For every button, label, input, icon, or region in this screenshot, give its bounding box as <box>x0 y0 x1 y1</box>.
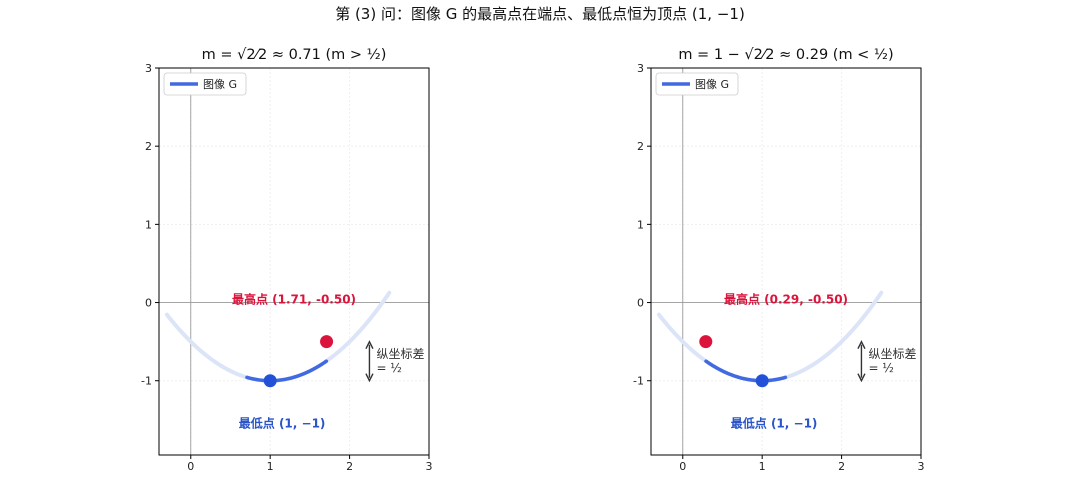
chart-panel-1: 0 1 2 3 -1 0 1 2 3 m = √2⁄2 ≈ 0.71 (m > ½) 图像 G 最高点… <box>141 47 432 473</box>
subplot-title: m = 1 − √2⁄2 ≈ 0.29 (m < ½) <box>678 47 893 63</box>
x-tick-label: 0 <box>187 460 194 473</box>
y-tick-label: 3 <box>145 62 152 75</box>
min-point-label: 最低点 (1, −1) <box>731 416 818 431</box>
gap-label-line1: 纵坐标差 <box>376 347 424 361</box>
x-tick-label: 1 <box>759 460 766 473</box>
gap-arrow-head-up <box>365 340 374 349</box>
x-tick-label: 2 <box>838 460 845 473</box>
gap-label-line1: 纵坐标差 <box>868 347 916 361</box>
y-tick-label: -1 <box>633 375 644 388</box>
gap-arrow-head-up <box>857 340 866 349</box>
min-point-label: 最低点 (1, −1) <box>239 416 326 431</box>
x-tick-label: 0 <box>679 460 686 473</box>
y-tick-label: 1 <box>145 218 152 231</box>
y-tick-label: 2 <box>145 140 152 153</box>
series-line-graph-g <box>704 359 788 383</box>
legend: 图像 G <box>163 72 247 96</box>
series-line-graph-g <box>245 359 329 383</box>
min-point-marker <box>755 374 769 388</box>
y-tick-label: 3 <box>637 62 644 75</box>
x-tick-label: 1 <box>267 460 274 473</box>
gap-label-line2: = ½ <box>376 361 402 375</box>
gap-label-line2: = ½ <box>868 361 894 375</box>
max-point-marker <box>320 335 334 349</box>
legend-box <box>163 72 247 96</box>
max-point-marker <box>699 335 713 349</box>
legend-box <box>655 72 739 96</box>
figure-title: 第 (3) 问：图像 G 的最高点在端点、最低点恒为顶点 (1, −1) <box>335 5 745 23</box>
y-tick-label: -1 <box>141 375 152 388</box>
x-tick-label: 3 <box>918 460 925 473</box>
subplot-title: m = √2⁄2 ≈ 0.71 (m > ½) <box>202 47 387 63</box>
max-point-label: 最高点 (0.29, -0.50) <box>724 292 848 307</box>
y-tick-label: 2 <box>637 140 644 153</box>
x-tick-label: 2 <box>346 460 353 473</box>
y-tick-label: 0 <box>637 297 644 310</box>
chart-panel-2: 0 1 2 3 -1 0 1 2 3 m = 1 − √2⁄2 ≈ 0.29 (m < ½) 图像 … <box>633 47 924 473</box>
max-point-label: 最高点 (1.71, -0.50) <box>232 292 356 307</box>
min-point-marker <box>263 374 277 388</box>
gap-arrow-head-down <box>365 373 374 383</box>
legend: 图像 G <box>655 72 739 96</box>
x-tick-label: 3 <box>426 460 433 473</box>
axes-frame <box>650 67 922 456</box>
axes-frame <box>158 67 430 456</box>
legend-label: 图像 G <box>203 78 237 91</box>
legend-label: 图像 G <box>695 78 729 91</box>
y-tick-label: 1 <box>637 218 644 231</box>
gap-arrow-head-down <box>857 373 866 383</box>
y-tick-label: 0 <box>145 297 152 310</box>
